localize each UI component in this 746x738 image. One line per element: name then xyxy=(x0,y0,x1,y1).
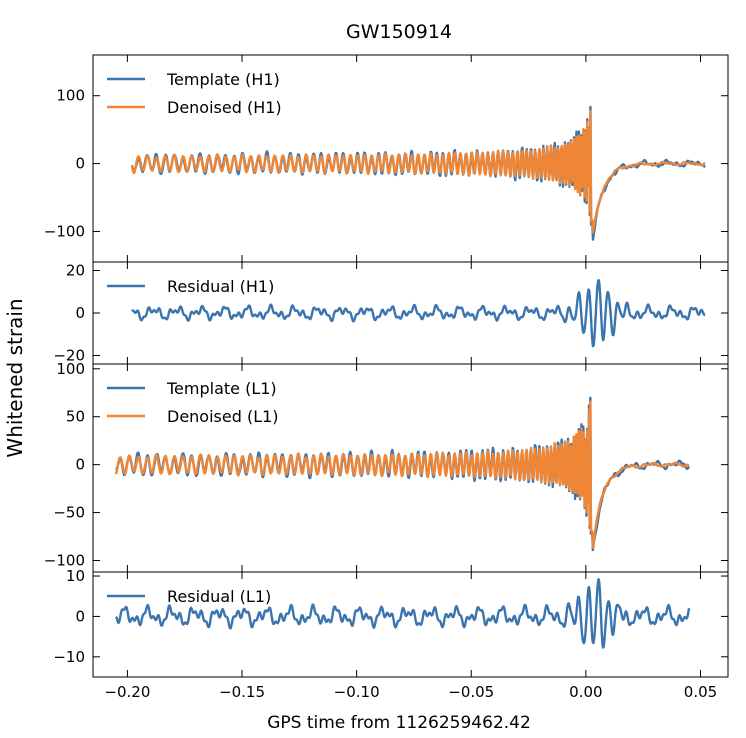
panel-frame xyxy=(92,571,729,678)
y-tick-label: −50 xyxy=(53,504,85,522)
y-axis-label: Whitened strain xyxy=(3,298,27,457)
y-tick-label: 0 xyxy=(75,304,85,322)
x-tick-label: −0.20 xyxy=(104,683,150,701)
series-line-template-h1- xyxy=(130,105,706,241)
legend-entry: Denoised (L1) xyxy=(167,407,279,426)
y-tick-label: −100 xyxy=(44,222,85,240)
y-tick-label: 50 xyxy=(66,408,85,426)
panel-l1-signal: −100 −50 0 50 100 Template (L1) Denoised (L1) xyxy=(44,360,729,573)
y-tick-label: 20 xyxy=(66,262,85,280)
series-line-residual-h1- xyxy=(131,279,706,348)
legend-entry: Denoised (H1) xyxy=(167,98,282,117)
y-tick-label: 0 xyxy=(75,456,85,474)
series-line-residual-l1- xyxy=(114,578,691,649)
y-tick-label: 10 xyxy=(66,567,85,585)
panel-h1-residual: −20 0 20 Residual (H1) xyxy=(53,261,729,365)
y-tick-label: −10 xyxy=(53,648,85,666)
x-tick-label: 0.00 xyxy=(569,683,602,701)
y-tick-label: 0 xyxy=(75,155,85,173)
series-line-denoised-l1- xyxy=(114,400,690,549)
x-tick-label: 0.05 xyxy=(684,683,717,701)
legend-entry: Residual (H1) xyxy=(167,277,274,296)
legend-entry: Template (L1) xyxy=(166,379,277,398)
y-tick-label: 100 xyxy=(56,360,85,378)
legend-entry: Residual (L1) xyxy=(167,587,271,606)
chart-title: GW150914 xyxy=(346,21,452,43)
y-tick-label: 0 xyxy=(75,607,85,625)
y-tick-label: 100 xyxy=(56,87,85,105)
x-axis-label: GPS time from 1126259462.42 xyxy=(267,713,531,733)
legend-entry: Template (H1) xyxy=(166,70,280,89)
panel-h1-signal: −100 0 100 Template (H1) Denoised (H1) xyxy=(44,54,729,263)
y-tick-label: −20 xyxy=(53,347,85,365)
panel-l1-residual: −10 0 10 −0.20 −0.15 −0.10 −0.05 0.00 0.05 Residu… xyxy=(53,567,729,701)
series-line-denoised-h1- xyxy=(130,110,706,234)
x-tick-label: −0.10 xyxy=(334,683,380,701)
x-tick-label: −0.15 xyxy=(219,683,265,701)
y-tick-label: −100 xyxy=(44,551,85,569)
x-tick-label: −0.05 xyxy=(448,683,494,701)
